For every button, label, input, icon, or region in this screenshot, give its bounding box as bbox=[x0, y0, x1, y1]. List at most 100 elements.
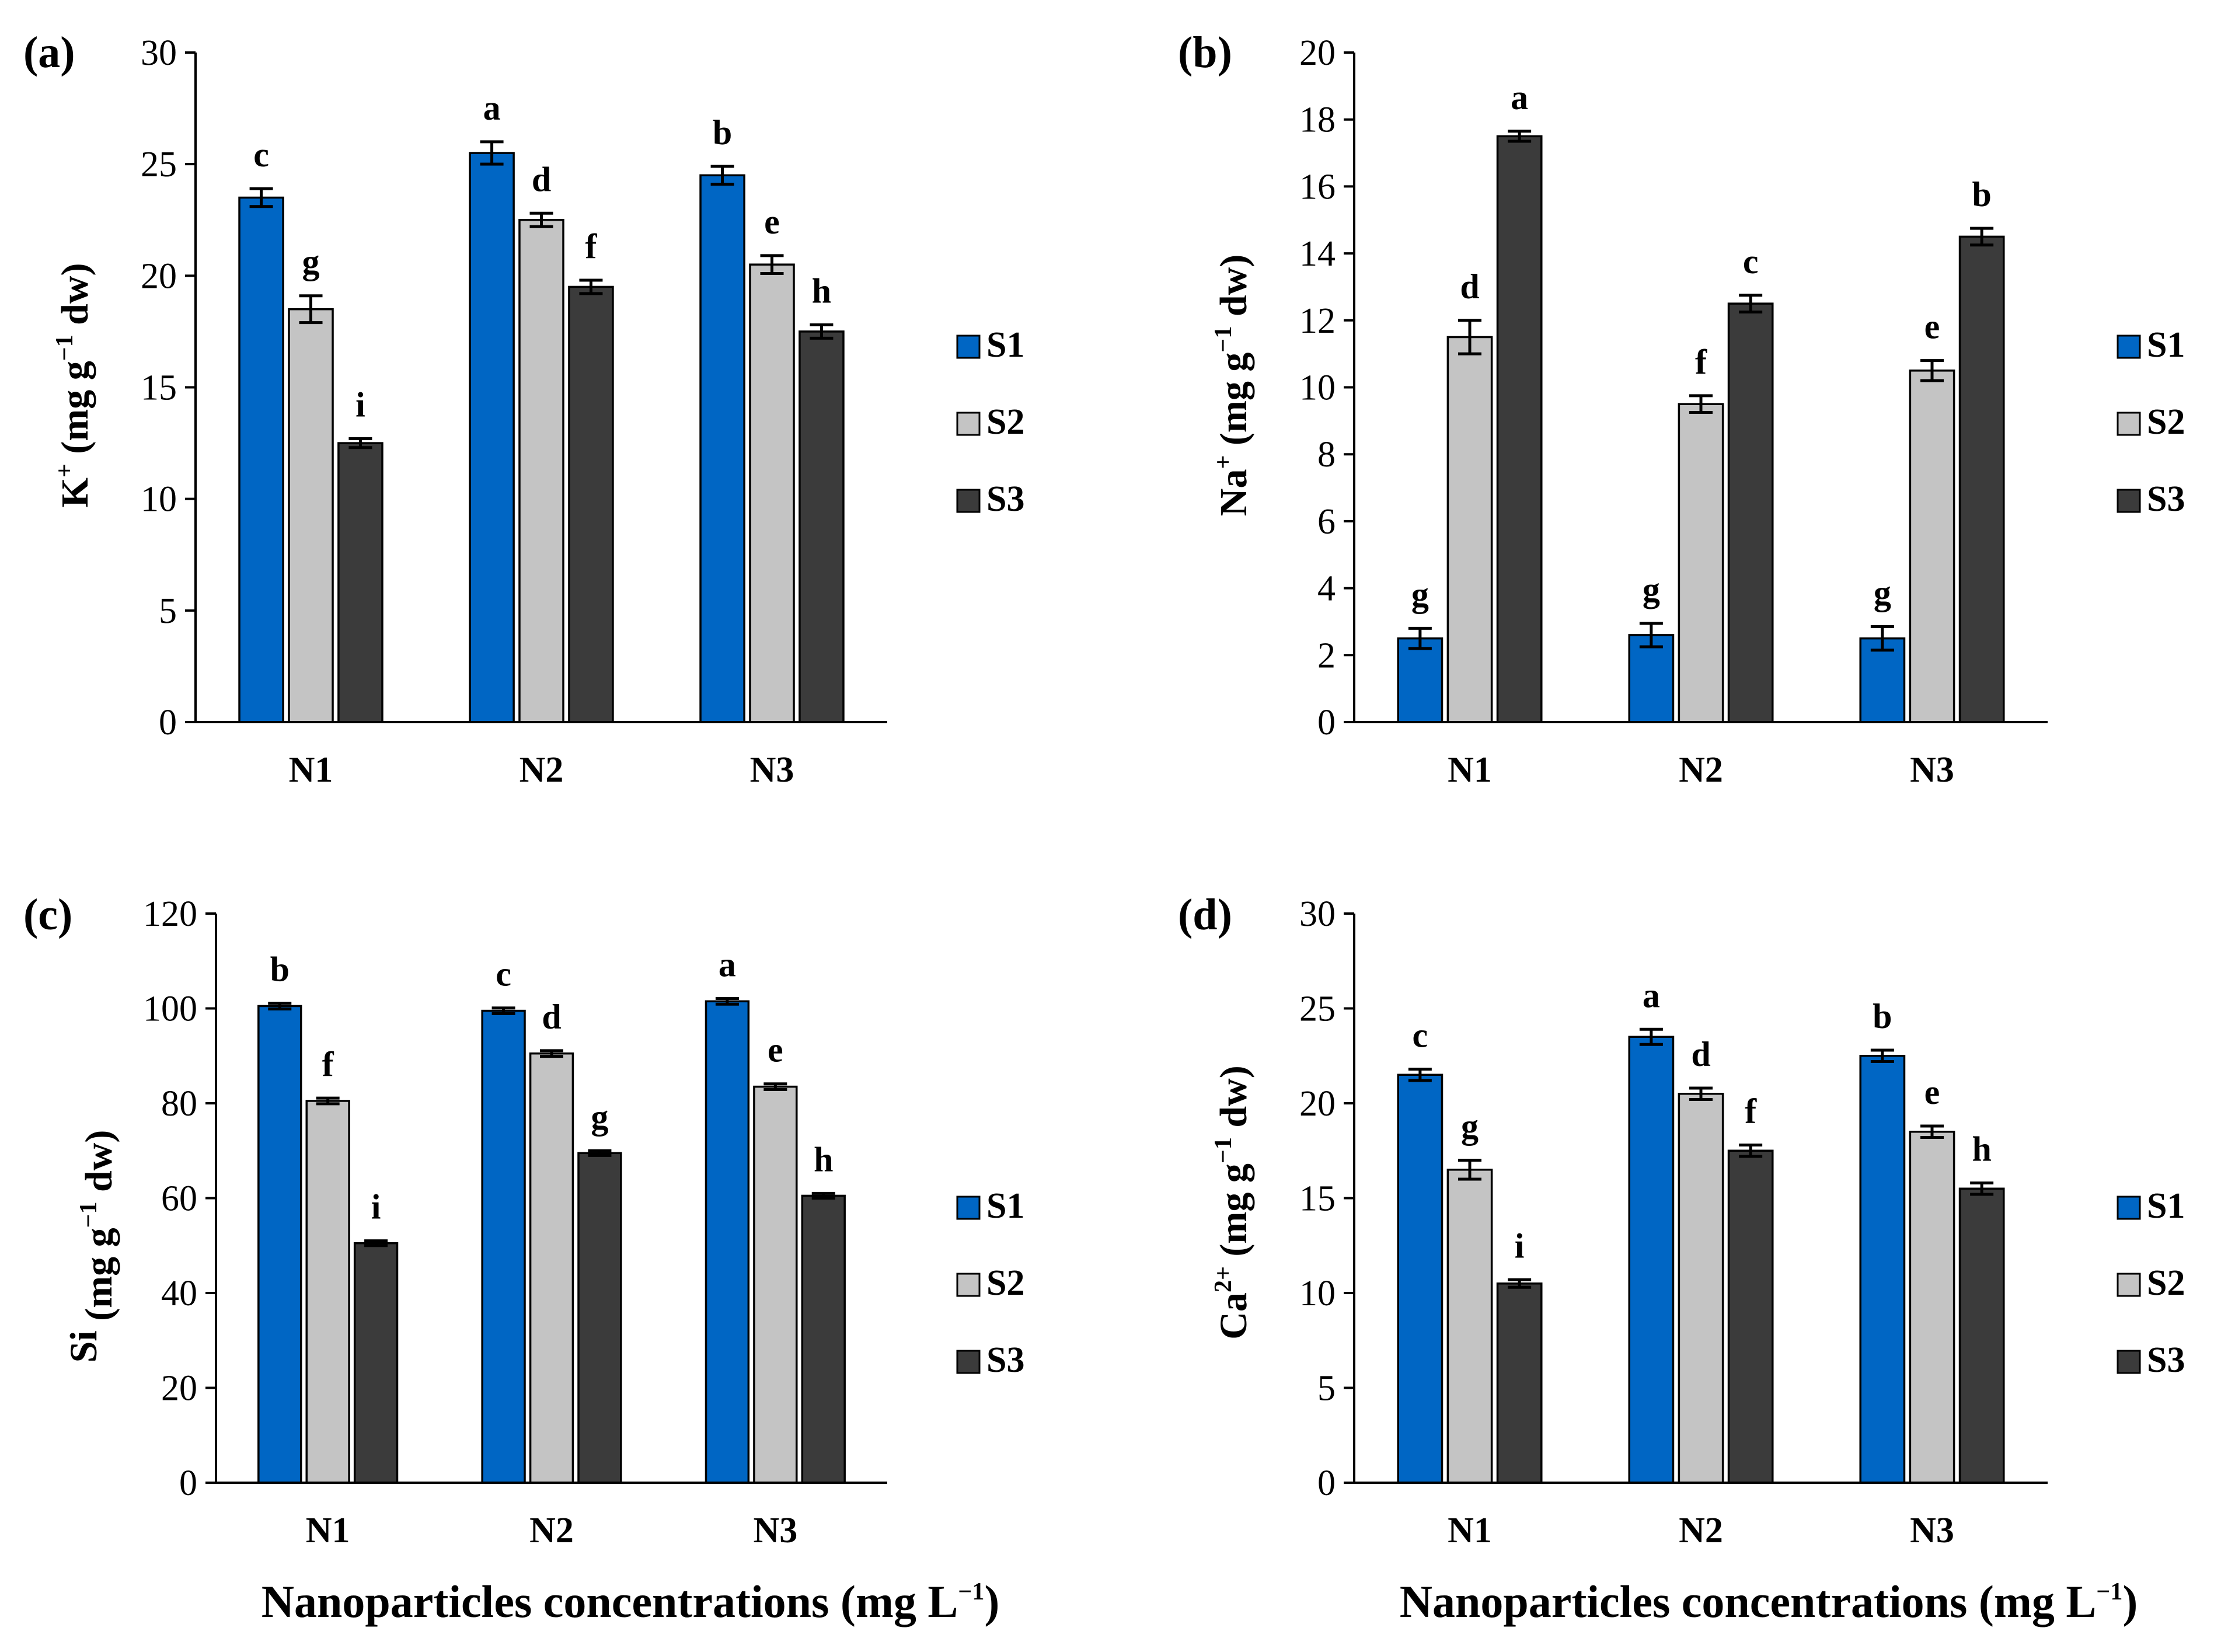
legend-swatch-s3 bbox=[2117, 1350, 2141, 1374]
svg-text:Si (mg g−1 dw): Si (mg g−1 dw) bbox=[62, 1130, 120, 1363]
y-tick-label: 10 bbox=[1299, 1274, 1336, 1313]
significance-letter: f bbox=[1745, 1092, 1757, 1131]
x-tick-label-n2: N2 bbox=[1679, 1511, 1723, 1550]
x-tick-label-n1: N1 bbox=[1448, 1511, 1492, 1550]
bar-s1-n2 bbox=[1628, 1036, 1675, 1484]
significance-letter: d bbox=[532, 160, 551, 198]
significance-letter: a bbox=[483, 89, 501, 127]
significance-letter: c bbox=[496, 955, 511, 994]
bar-s1-n3 bbox=[699, 174, 745, 723]
x-axis-label-left: Nanoparticles concentrations (mg L−1) bbox=[262, 1576, 1000, 1627]
panel-a: (a) K+ (mg g−1 dw) 0 5 10 15 20 25 30 c g i N1 adf N… bbox=[23, 28, 1024, 790]
bar-s2-n3 bbox=[1909, 370, 1955, 723]
significance-letter: g bbox=[302, 243, 320, 281]
y-tick-label: 15 bbox=[141, 368, 177, 408]
legend-label-s1: S1 bbox=[986, 325, 1024, 365]
y-tick-label: 0 bbox=[1317, 1463, 1336, 1503]
significance-letter: c bbox=[1743, 242, 1759, 281]
y-tick-label: 30 bbox=[1299, 894, 1336, 934]
significance-letter: a bbox=[1643, 976, 1660, 1015]
significance-letter: b bbox=[1873, 997, 1892, 1036]
panel-d-ylabel: Ca2+ (mg g−1 dw) bbox=[1210, 1065, 1255, 1339]
legend-label-s2: S2 bbox=[2147, 402, 2185, 442]
significance-letter: h bbox=[1972, 1130, 1991, 1169]
panel-a-label: (a) bbox=[23, 28, 75, 77]
panel-b-plot: 0 2 4 6 8 10 12 14 16 18 20 g d a N1 g f c N2 g e b N3 S1 S2 S3 bbox=[1299, 33, 2185, 790]
bar-s1-n2 bbox=[469, 152, 515, 723]
panel-c: (c) Si (mg g−1 dw) 0 20 40 60 80 100 120 b f i N1 c… bbox=[23, 890, 1024, 1550]
bar-s3-n3 bbox=[801, 1194, 846, 1484]
y-tick-label: 80 bbox=[161, 1084, 197, 1124]
y-tick-label: 12 bbox=[1299, 301, 1336, 341]
legend-swatch-s2 bbox=[2117, 1273, 2141, 1297]
y-tick-label: 0 bbox=[159, 703, 177, 743]
bar-s1-n3 bbox=[1859, 1055, 1906, 1484]
y-tick-label: 25 bbox=[141, 145, 177, 184]
legend-swatch-s3 bbox=[956, 1350, 981, 1374]
panel-b-label: (b) bbox=[1178, 28, 1232, 77]
legend-label-s2: S2 bbox=[2147, 1263, 2185, 1303]
y-tick-label: 60 bbox=[161, 1179, 197, 1219]
y-tick-label: 30 bbox=[141, 33, 177, 73]
significance-letter: f bbox=[1695, 343, 1707, 381]
bar-s3-n3 bbox=[1958, 235, 2005, 723]
bar-s2-n2 bbox=[1678, 1093, 1724, 1484]
legend-swatch-s2 bbox=[2117, 412, 2141, 436]
legend-swatch-s1 bbox=[956, 334, 981, 359]
legend-swatch-s2 bbox=[956, 1273, 981, 1297]
significance-letter: i bbox=[355, 385, 365, 424]
y-tick-label: 18 bbox=[1299, 100, 1336, 140]
legend-label-s2: S2 bbox=[986, 1263, 1024, 1303]
legend-label-s1: S1 bbox=[2147, 325, 2185, 365]
significance-letter: i bbox=[1515, 1226, 1525, 1265]
significance-letter: i bbox=[371, 1188, 381, 1226]
y-tick-label: 10 bbox=[141, 480, 177, 520]
legend-label-s1: S1 bbox=[986, 1186, 1024, 1226]
bar-s2-n1 bbox=[1446, 336, 1493, 723]
legend-swatch-s3 bbox=[2117, 489, 2141, 513]
x-tick-label-n2: N2 bbox=[529, 1511, 574, 1550]
x-tick-label-n1: N1 bbox=[306, 1511, 350, 1550]
legend-label-s3: S3 bbox=[986, 479, 1024, 519]
x-tick-label-n3: N3 bbox=[753, 1511, 797, 1550]
y-tick-label: 8 bbox=[1317, 435, 1336, 475]
significance-letter: c bbox=[1413, 1016, 1428, 1055]
significance-letter: c bbox=[253, 135, 269, 174]
significance-letter: d bbox=[1691, 1035, 1710, 1074]
significance-letter: a bbox=[719, 945, 736, 984]
significance-letter: g bbox=[1643, 570, 1660, 609]
panel-c-label: (c) bbox=[23, 890, 72, 939]
y-tick-label: 0 bbox=[179, 1463, 197, 1503]
bar-s3-n3 bbox=[799, 330, 845, 723]
panel-d-label: (d) bbox=[1178, 890, 1232, 939]
x-tick-label-n2: N2 bbox=[519, 750, 564, 790]
significance-letter: g bbox=[591, 1097, 608, 1136]
bar-s1-n1 bbox=[1397, 637, 1444, 723]
significance-letter: e bbox=[764, 203, 780, 241]
significance-letter: a bbox=[1511, 78, 1528, 117]
legend-label-s3: S3 bbox=[2147, 479, 2185, 519]
significance-letter: b bbox=[270, 950, 290, 989]
bar-s3-n1 bbox=[1496, 1282, 1543, 1484]
bar-s3-n2 bbox=[1727, 302, 1774, 723]
significance-letter: g bbox=[1874, 574, 1891, 612]
bar-s2-n3 bbox=[1909, 1131, 1955, 1484]
significance-letter: b bbox=[713, 113, 732, 152]
significance-letter: f bbox=[322, 1045, 334, 1083]
significance-letter: d bbox=[1460, 267, 1479, 306]
y-tick-label: 25 bbox=[1299, 989, 1336, 1029]
significance-letter: e bbox=[1924, 308, 1940, 346]
significance-letter: g bbox=[1411, 575, 1429, 614]
x-tick-label-n3: N3 bbox=[1910, 750, 1954, 790]
x-tick-label-n2: N2 bbox=[1679, 750, 1723, 790]
y-tick-label: 40 bbox=[161, 1274, 197, 1313]
panel-c-ylabel: Si (mg g−1 dw) bbox=[62, 1130, 120, 1363]
bar-s2-n2 bbox=[518, 219, 564, 723]
bar-s1-n1 bbox=[257, 1005, 302, 1484]
svg-text:Ca2+ (mg g−1 dw): Ca2+ (mg g−1 dw) bbox=[1210, 1065, 1255, 1339]
significance-letter: h bbox=[814, 1140, 833, 1179]
y-tick-label: 16 bbox=[1299, 167, 1336, 207]
legend-swatch-s1 bbox=[956, 1196, 981, 1220]
x-tick-label-n1: N1 bbox=[1448, 750, 1492, 790]
y-tick-label: 20 bbox=[161, 1369, 197, 1409]
